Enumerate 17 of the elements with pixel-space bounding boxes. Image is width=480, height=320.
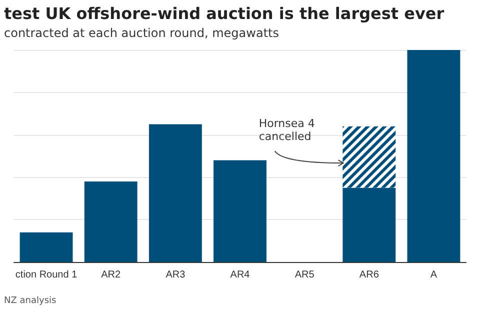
chart-subtitle: contracted at each auction round, megawatts [4, 26, 279, 40]
x-tick-label: AR5 [294, 270, 315, 280]
x-tick-label: AR2 [101, 270, 122, 280]
chart-title: test UK offshore-wind auction is the largest ever [4, 4, 444, 23]
text: NZ analysis [4, 296, 56, 306]
x-tick-label: AR4 [230, 270, 250, 280]
x-tick-label: AR6 [359, 270, 380, 280]
bar [214, 160, 266, 262]
bar [342, 188, 396, 262]
x-tick-label: AR3 [166, 270, 186, 280]
annotation: Hornsea 4 cancelled [258, 117, 316, 144]
bar [148, 124, 202, 262]
bar [407, 50, 460, 262]
x-tick-label: ction Round 1 [15, 270, 78, 280]
bar [20, 232, 73, 262]
x-tick-label: A [430, 270, 438, 280]
bar [84, 181, 138, 262]
